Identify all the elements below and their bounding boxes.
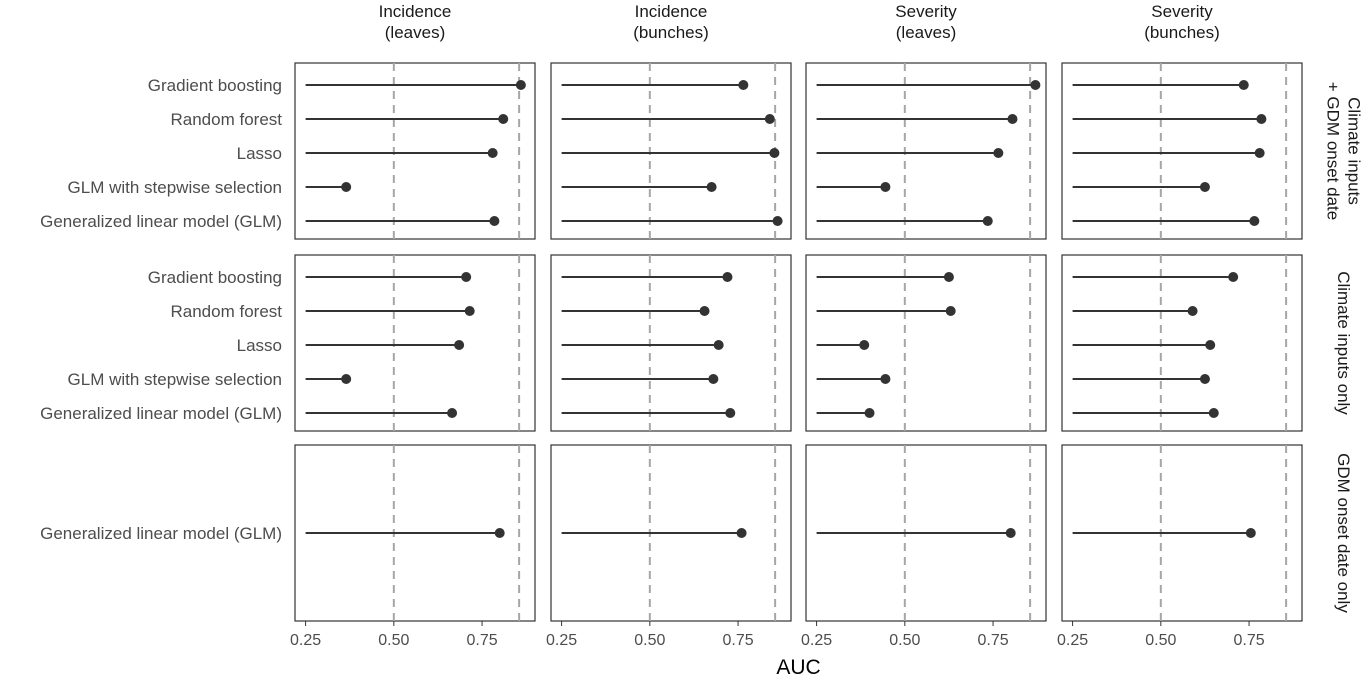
lollipop-point: [769, 148, 780, 158]
model-label: Lasso: [237, 336, 282, 355]
model-label: Gradient boosting: [148, 76, 282, 95]
model-label: Generalized linear model (GLM): [40, 524, 282, 543]
lollipop-point: [880, 182, 891, 192]
panel-border: [294, 62, 536, 240]
x-tick-label: 0.50: [634, 632, 665, 649]
lollipop-point: [1228, 272, 1239, 282]
lollipop-point: [487, 148, 498, 158]
x-tick-label: 0.50: [1145, 632, 1176, 649]
x-tick-label: 0.25: [290, 632, 321, 649]
lollipop-point: [494, 528, 505, 538]
column-strip-label-line: (leaves): [896, 23, 956, 42]
model-label: Lasso: [237, 144, 282, 163]
x-tick-label: 0.75: [1233, 632, 1264, 649]
lollipop-point: [764, 114, 775, 124]
x-tick-label: 0.25: [801, 632, 832, 649]
lollipop-point: [341, 182, 352, 192]
panel-border: [805, 62, 1047, 240]
x-tick-label: 0.75: [722, 632, 753, 649]
model-label: Generalized linear model (GLM): [40, 212, 282, 231]
row-strip-label: Climate inputs only: [1334, 271, 1353, 415]
lollipop-point: [1005, 528, 1016, 538]
column-strip-label-line: (bunches): [633, 23, 709, 42]
x-tick-label: 0.25: [1057, 632, 1088, 649]
lollipop-point: [706, 182, 717, 192]
lollipop-point: [1245, 528, 1256, 538]
panel-border: [1061, 254, 1303, 432]
column-strip-label-line: Incidence: [635, 2, 708, 21]
row-strip-label-line: + GDM onset date: [1324, 82, 1343, 220]
row-strip-label-line: GDM onset date only: [1334, 453, 1353, 613]
row-strip-label-line: Climate inputs: [1345, 97, 1364, 205]
lollipop-point: [1199, 182, 1210, 192]
lollipop-point: [1007, 114, 1018, 124]
lollipop-point: [341, 374, 352, 384]
x-axis-title: AUC: [776, 656, 820, 678]
lollipop-point: [722, 272, 733, 282]
lollipop-point: [1199, 374, 1210, 384]
lollipop-point: [725, 408, 736, 418]
lollipop-point: [713, 340, 724, 350]
x-tick-label: 0.75: [977, 632, 1008, 649]
x-tick-label: 0.25: [546, 632, 577, 649]
lollipop-point: [1256, 114, 1267, 124]
row-strip-label-line: Climate inputs only: [1334, 271, 1353, 415]
column-strip-label-line: Incidence: [379, 2, 452, 21]
model-label: Generalized linear model (GLM): [40, 404, 282, 423]
lollipop-point: [1238, 80, 1249, 90]
column-strip-label: Incidence (leaves): [379, 2, 452, 42]
x-tick-label: 0.50: [889, 632, 920, 649]
x-tick-label: 0.50: [378, 632, 409, 649]
lollipop-point: [738, 80, 749, 90]
model-label: Random forest: [171, 110, 283, 129]
column-strip-label: Incidence (bunches): [633, 2, 709, 42]
model-label: Random forest: [171, 302, 283, 321]
model-label: Gradient boosting: [148, 268, 282, 287]
lollipop-point: [943, 272, 954, 282]
column-strip-label-line: (leaves): [385, 23, 445, 42]
lollipop-point: [859, 340, 870, 350]
column-strip-label-line: Severity: [1151, 2, 1213, 21]
lollipop-point: [498, 114, 509, 124]
row-strip-label: Climate inputs+ GDM onset date: [1324, 82, 1364, 220]
lollipop-point: [880, 374, 891, 384]
model-label: GLM with stepwise selection: [68, 178, 282, 197]
lollipop-point: [447, 408, 458, 418]
lollipop-point: [1254, 148, 1265, 158]
panel-border: [550, 62, 792, 240]
column-strip-label-line: Severity: [895, 2, 957, 21]
panel-border: [294, 254, 536, 432]
lollipop-point: [982, 216, 993, 226]
lollipop-point: [464, 306, 475, 316]
column-strip-label: Severity (bunches): [1144, 2, 1220, 42]
model-label: GLM with stepwise selection: [68, 370, 282, 389]
lollipop-point: [461, 272, 472, 282]
row-strip-label: GDM onset date only: [1334, 453, 1353, 613]
column-strip-label: Severity (leaves): [895, 2, 957, 42]
lollipop-point: [1205, 340, 1216, 350]
lollipop-point: [772, 216, 783, 226]
lollipop-point: [1030, 80, 1041, 90]
lollipop-point: [1187, 306, 1198, 316]
panel-border: [805, 254, 1047, 432]
lollipop-point: [708, 374, 719, 384]
column-strip-label-line: (bunches): [1144, 23, 1220, 42]
lollipop-point: [993, 148, 1004, 158]
panel-border: [550, 254, 792, 432]
x-tick-label: 0.75: [466, 632, 497, 649]
lollipop-point: [1249, 216, 1260, 226]
lollipop-point: [736, 528, 747, 538]
lollipop-point: [864, 408, 875, 418]
lollipop-point: [945, 306, 956, 316]
panel-border: [1061, 62, 1303, 240]
lollipop-point: [454, 340, 465, 350]
lollipop-point: [699, 306, 710, 316]
lollipop-point: [1208, 408, 1219, 418]
lollipop-point: [515, 80, 526, 90]
lollipop-point: [489, 216, 500, 226]
